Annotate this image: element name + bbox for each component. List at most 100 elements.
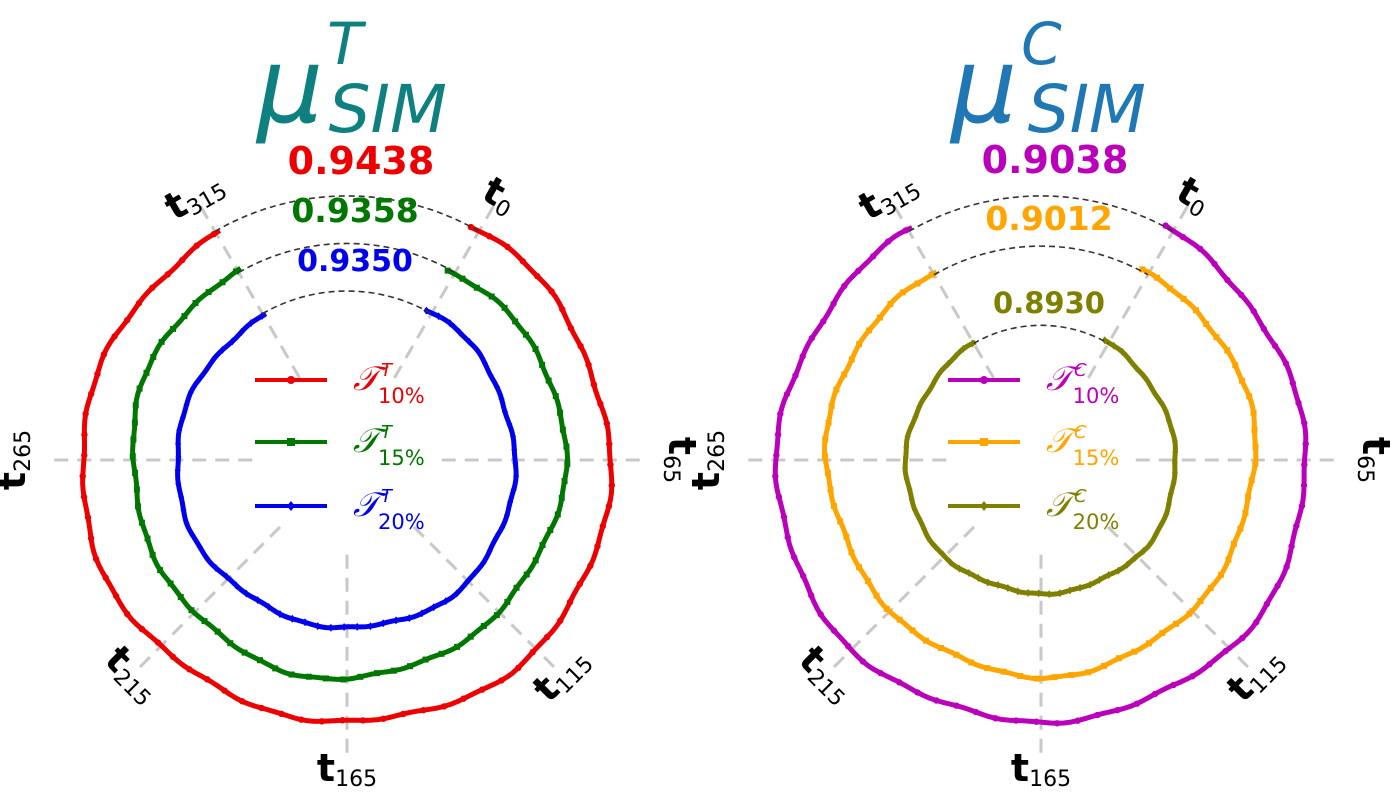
chart-title: μT SIM: [255, 10, 447, 148]
series-marker: [164, 271, 171, 278]
series-marker: [837, 518, 844, 525]
series-marker: [289, 614, 296, 623]
series-marker: [192, 300, 199, 307]
series-marker: [440, 703, 448, 710]
series-marker: [938, 645, 945, 652]
series-marker: [1017, 673, 1024, 680]
series-marker: [1203, 320, 1210, 327]
series-marker: [481, 359, 488, 368]
series-marker: [513, 472, 520, 481]
legend-marker: [980, 438, 988, 446]
series-marker: [844, 642, 852, 650]
series-marker: [210, 230, 218, 238]
series-marker: [1114, 706, 1121, 714]
series-marker: [1171, 437, 1178, 446]
legend-marker: [287, 438, 295, 446]
series-marker: [866, 327, 873, 334]
series-marker: [112, 592, 120, 600]
series-marker: [407, 663, 414, 670]
series-marker: [968, 659, 975, 666]
series-score-label: 0.8930: [993, 286, 1105, 320]
series-marker: [972, 708, 980, 716]
series-marker: [422, 656, 429, 663]
series-marker: [367, 622, 374, 631]
angular-tick-label: t0: [474, 167, 525, 223]
series-marker: [430, 603, 437, 612]
series-marker: [1171, 458, 1178, 467]
series-marker: [138, 625, 146, 633]
series-marker: [318, 718, 326, 725]
series-marker: [149, 284, 156, 291]
series-marker: [305, 673, 312, 680]
angular-tick-label: t165: [1011, 745, 1071, 792]
series-marker: [1162, 406, 1169, 415]
series-marker: [453, 589, 460, 598]
series-marker: [1250, 307, 1257, 315]
series-marker: [314, 622, 321, 631]
series-marker: [504, 598, 511, 605]
series-marker: [179, 413, 186, 422]
series-marker: [92, 555, 100, 563]
series-marker: [265, 602, 272, 611]
series-marker: [1157, 397, 1164, 406]
series-marker: [532, 557, 539, 564]
series-marker: [459, 275, 466, 282]
series-marker: [820, 318, 827, 325]
series-marker: [170, 325, 177, 332]
series-marker: [1158, 520, 1165, 529]
series-marker: [960, 344, 967, 353]
series-marker: [339, 717, 346, 724]
series-score-label: 0.9438: [288, 139, 435, 183]
series-marker: [132, 469, 139, 476]
series-marker: [896, 616, 903, 623]
series-marker: [552, 393, 559, 400]
series-marker: [1153, 529, 1160, 538]
series-marker: [418, 609, 425, 618]
series-marker: [1000, 668, 1007, 675]
series-marker: [1119, 347, 1126, 356]
series-marker: [902, 453, 909, 462]
series-marker: [256, 657, 263, 664]
series-marker: [1148, 538, 1155, 547]
series-marker: [138, 519, 145, 526]
series-marker: [196, 542, 203, 551]
series-marker: [1180, 295, 1187, 302]
series-marker: [1213, 334, 1220, 341]
series-marker: [965, 569, 972, 578]
series-marker: [390, 667, 397, 674]
series-marker: [539, 361, 546, 368]
series-marker: [939, 550, 946, 559]
series-marker: [559, 306, 566, 313]
polar-panel-right: 0.9038 𝒯 C 10% 0.9012 𝒯 C 15% 0.8930 𝒯 C 20% t0 t65 t1…: [684, 10, 1399, 792]
series-marker: [856, 341, 863, 348]
series-marker: [1248, 477, 1255, 484]
series-marker: [467, 633, 474, 640]
series-marker: [1053, 720, 1061, 727]
series-marker: [327, 623, 334, 632]
series-marker: [566, 598, 574, 606]
series-marker: [466, 337, 473, 346]
gap-arc: [262, 290, 432, 315]
series-marker: [825, 419, 832, 426]
series-marker: [932, 376, 939, 385]
series-marker: [927, 385, 934, 394]
series-marker: [501, 407, 508, 416]
gap-arc: [973, 324, 1109, 345]
series-marker: [843, 533, 850, 540]
series-marker: [790, 554, 798, 561]
series-marker: [1105, 570, 1112, 579]
series-marker: [529, 649, 536, 656]
series-marker: [932, 542, 939, 551]
series-marker: [499, 523, 506, 532]
series-marker: [276, 610, 283, 619]
series-marker: [212, 564, 219, 573]
series-marker: [925, 534, 932, 543]
gap-arc: [238, 242, 456, 274]
series-marker: [488, 293, 495, 300]
series-marker: [492, 534, 499, 543]
series-marker: [81, 431, 88, 438]
series-marker: [1246, 393, 1253, 400]
series-marker: [1230, 540, 1237, 547]
series-marker: [1033, 718, 1040, 725]
series-marker: [359, 717, 367, 724]
